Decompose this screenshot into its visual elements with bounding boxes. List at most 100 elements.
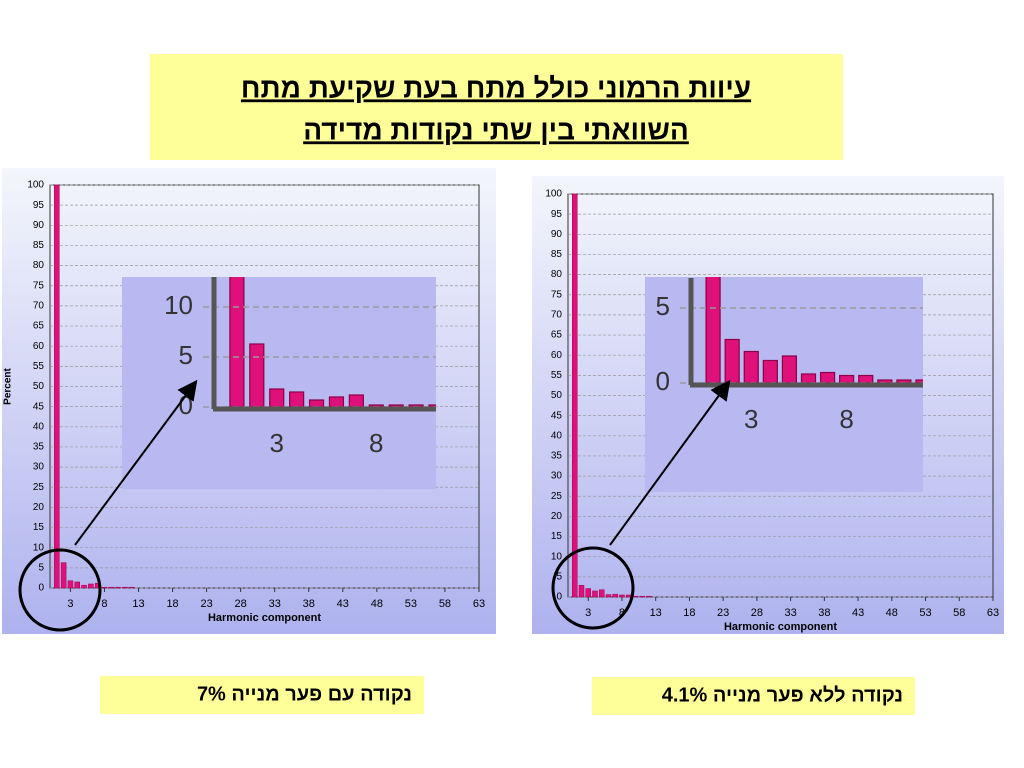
zoom-circle (551, 546, 635, 630)
x-tick-label: 3 (67, 598, 73, 610)
bar (74, 581, 80, 589)
bar (88, 583, 94, 589)
x-tick-label: 33 (269, 598, 281, 610)
x-tick-label: 53 (405, 598, 417, 610)
caption-box (592, 677, 915, 715)
y-tick-label: 100 (27, 180, 44, 191)
y-tick-label: 20 (33, 502, 45, 513)
y-tick-label: 40 (551, 430, 563, 441)
inset-x-tick-label: 3 (269, 428, 283, 458)
y-tick-label: 80 (551, 269, 563, 280)
inset-bar (762, 359, 778, 384)
y-tick-label: 55 (33, 361, 45, 372)
bar (632, 595, 639, 598)
y-tick-label: 20 (551, 511, 563, 522)
inset-bar (428, 404, 436, 408)
x-tick-label: 38 (818, 607, 830, 619)
y-tick-label: 0 (556, 592, 562, 603)
inset-bar (800, 373, 817, 384)
x-tick-label: 43 (337, 598, 349, 610)
inset-bar (289, 391, 305, 408)
caption: נקודה עם פער מנייה 7% (197, 683, 412, 705)
x-tick-label: 58 (439, 598, 451, 610)
bar (108, 586, 115, 589)
inset-bar (348, 394, 364, 408)
x-tick-label: 8 (101, 598, 107, 610)
y-tick-label: 5 (38, 562, 44, 573)
bar (67, 580, 74, 589)
bar (639, 595, 645, 598)
bar (619, 594, 625, 598)
inset-bar (249, 343, 265, 408)
y-tick-label: 85 (33, 240, 45, 251)
y-tick-label: 45 (33, 401, 45, 412)
zoom-arrow (74, 379, 198, 546)
x-tick-label: 18 (683, 607, 695, 619)
y-tick-label: 15 (551, 531, 563, 542)
inset-bar (819, 371, 836, 384)
y-tick-label: 25 (551, 491, 563, 502)
inset-y-tick-label: 10 (164, 290, 193, 320)
inset-bar (724, 338, 740, 384)
y-tick-label: 55 (551, 370, 563, 381)
y-tick-label: 80 (33, 260, 45, 271)
x-tick-label: 23 (717, 607, 729, 619)
x-tick-label: 48 (886, 607, 898, 619)
y-tick-label: 100 (545, 189, 562, 200)
x-tick-label: 13 (650, 607, 662, 619)
inset-bar (743, 350, 759, 384)
x-tick-label: 63 (473, 598, 485, 610)
inset-x-tick-label: 8 (839, 404, 853, 434)
x-tick-label: 8 (619, 607, 625, 619)
inset-bar (858, 374, 874, 384)
inset-bar (839, 374, 855, 384)
bar (605, 594, 612, 598)
x-tick-label: 3 (585, 607, 591, 619)
zoom-arrow (609, 379, 731, 546)
bar (101, 586, 108, 589)
inset-y-tick-label: 0 (656, 366, 670, 396)
x-tick-label: 48 (371, 598, 383, 610)
y-tick-label: 15 (33, 522, 45, 533)
x-tick-label: 38 (303, 598, 315, 610)
y-tick-label: 10 (551, 551, 563, 562)
inset-panel (122, 277, 436, 489)
x-tick-label: 58 (953, 607, 965, 619)
bar (81, 584, 87, 589)
y-tick-label: 30 (551, 471, 563, 482)
y-tick-label: 70 (551, 310, 563, 321)
title-box (150, 54, 843, 160)
inset-y-tick-label: 5 (656, 291, 670, 321)
bar (646, 595, 652, 598)
inset-y-tick-label: 5 (179, 340, 193, 370)
x-tick-label: 63 (987, 607, 999, 619)
x-tick-label: 13 (132, 598, 144, 610)
bar (54, 184, 60, 589)
bar (571, 193, 578, 598)
bar (122, 586, 128, 589)
y-tick-label: 30 (33, 462, 45, 473)
y-tick-label: 90 (551, 229, 563, 240)
y-tick-label: 95 (551, 209, 563, 220)
y-tick-label: 35 (551, 451, 563, 462)
bar (625, 594, 632, 598)
bar (612, 593, 618, 598)
title: השוואתי בין שתי נקודות מדידה (303, 114, 689, 145)
bar (60, 562, 67, 589)
bar (115, 586, 121, 589)
x-tick-label: 23 (200, 598, 212, 610)
y-tick-label: 70 (33, 301, 45, 312)
y-tick-label: 85 (551, 249, 563, 260)
y-tick-label: 5 (556, 571, 562, 582)
bar (598, 589, 605, 598)
inset-bar (915, 379, 923, 384)
inset-bar (308, 399, 325, 408)
bar (592, 590, 598, 598)
inset-bar (781, 355, 798, 384)
y-tick-label: 10 (33, 542, 45, 553)
x-tick-label: 53 (919, 607, 931, 619)
x-tick-label: 28 (235, 598, 247, 610)
x-tick-label: 43 (852, 607, 864, 619)
y-tick-label: 45 (551, 410, 563, 421)
